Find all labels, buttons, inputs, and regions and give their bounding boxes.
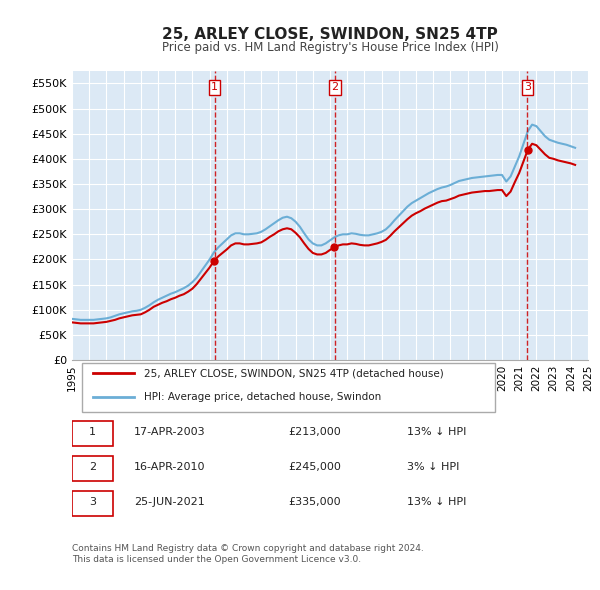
Text: HPI: Average price, detached house, Swindon: HPI: Average price, detached house, Swin… [144,392,382,402]
FancyBboxPatch shape [72,491,113,516]
Text: 2: 2 [331,83,338,93]
FancyBboxPatch shape [72,456,113,481]
Text: 25, ARLEY CLOSE, SWINDON, SN25 4TP: 25, ARLEY CLOSE, SWINDON, SN25 4TP [162,27,498,41]
Text: Price paid vs. HM Land Registry's House Price Index (HPI): Price paid vs. HM Land Registry's House … [161,41,499,54]
Text: 13% ↓ HPI: 13% ↓ HPI [407,427,467,437]
FancyBboxPatch shape [72,421,113,446]
Text: 25-JUN-2021: 25-JUN-2021 [134,497,205,507]
Text: £213,000: £213,000 [289,427,341,437]
Text: 2: 2 [89,462,96,472]
FancyBboxPatch shape [82,363,495,412]
Text: £335,000: £335,000 [289,497,341,507]
Text: Contains HM Land Registry data © Crown copyright and database right 2024.
This d: Contains HM Land Registry data © Crown c… [72,544,424,563]
Text: 1: 1 [211,83,218,93]
Text: 16-APR-2010: 16-APR-2010 [134,462,205,472]
Text: 3: 3 [524,83,531,93]
Text: £245,000: £245,000 [289,462,341,472]
Text: 3: 3 [89,497,96,507]
Text: 17-APR-2003: 17-APR-2003 [134,427,206,437]
Text: 3% ↓ HPI: 3% ↓ HPI [407,462,460,472]
Text: 25, ARLEY CLOSE, SWINDON, SN25 4TP (detached house): 25, ARLEY CLOSE, SWINDON, SN25 4TP (deta… [144,369,444,378]
Text: 13% ↓ HPI: 13% ↓ HPI [407,497,467,507]
Text: 1: 1 [89,427,96,437]
